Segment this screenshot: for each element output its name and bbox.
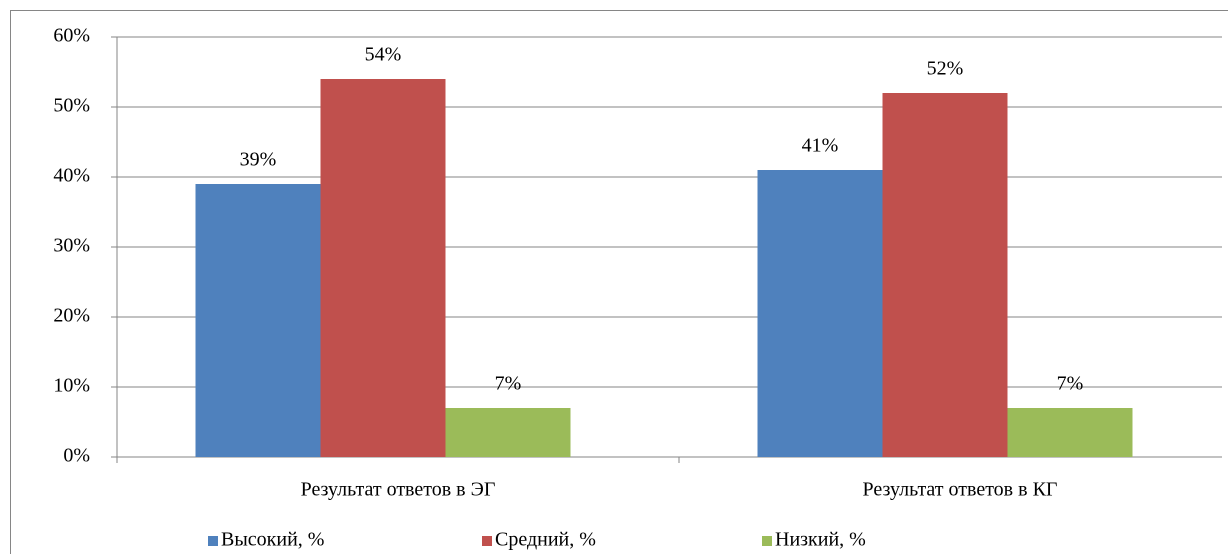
bar [195,184,321,457]
value-label: 52% [927,58,964,80]
x-tick-label: Результат ответов в КГ [863,479,1058,501]
bar [445,408,571,457]
legend-swatch [762,536,772,546]
bar [320,79,446,457]
y-tick-label: 40% [53,165,90,187]
x-tick-label: Результат ответов в ЭГ [301,479,496,501]
bar [757,170,883,457]
legend-swatch [482,536,492,546]
chart-border [10,10,1228,554]
y-tick-label: 20% [53,305,90,327]
legend-label: Средний, % [495,529,596,551]
y-tick-label: 60% [53,25,90,47]
legend-swatch [208,536,218,546]
bar [882,93,1008,457]
y-tick-label: 0% [63,445,90,467]
y-tick-label: 10% [53,375,90,397]
y-tick-label: 50% [53,95,90,117]
value-label: 7% [1057,373,1084,395]
value-label: 41% [802,135,839,157]
y-tick-label: 30% [53,235,90,257]
legend-label: Высокий, % [221,529,324,551]
value-label: 54% [365,44,402,66]
legend-label: Низкий, % [775,529,866,551]
value-label: 7% [495,373,522,395]
value-label: 39% [240,149,277,171]
bar [1007,408,1133,457]
